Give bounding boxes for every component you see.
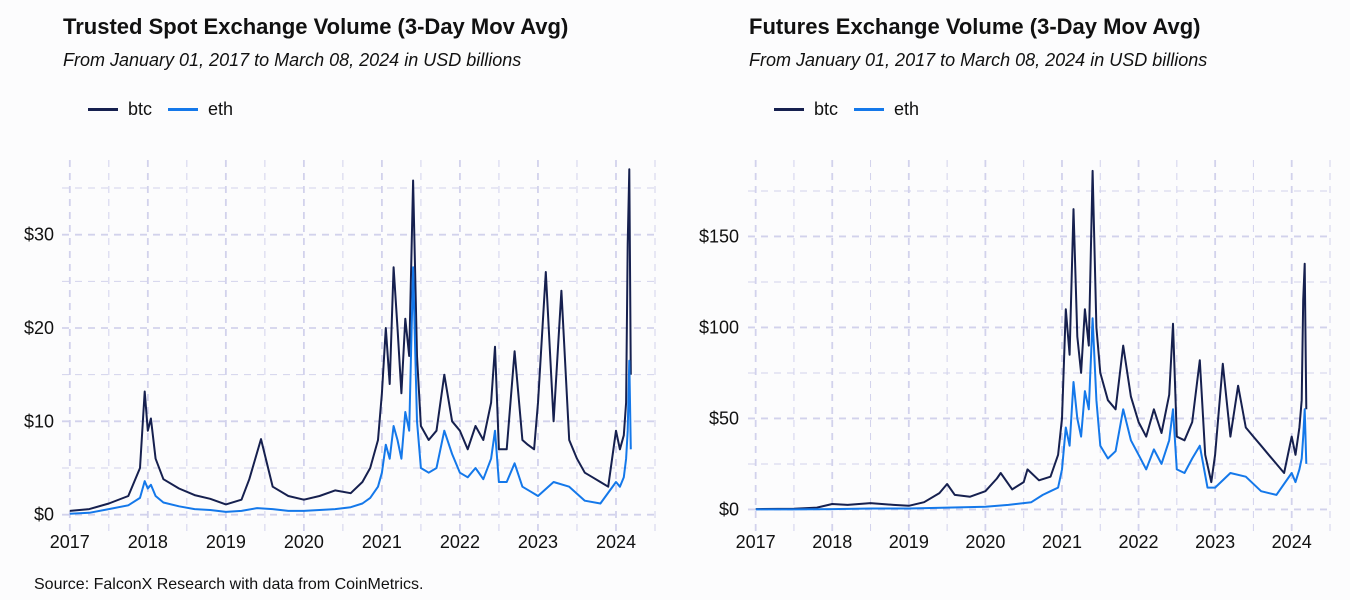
y-tick-label: $0 xyxy=(34,505,54,525)
x-tick-label: 2021 xyxy=(362,532,402,552)
y-tick-label: $0 xyxy=(719,499,739,519)
legend-swatch-btc xyxy=(774,108,804,111)
x-tick-label: 2018 xyxy=(812,532,852,552)
source-note: Source: FalconX Research with data from … xyxy=(34,576,424,593)
y-tick-label: $100 xyxy=(699,317,739,337)
x-tick-label: 2023 xyxy=(1195,532,1235,552)
legend: btc eth xyxy=(774,99,935,120)
y-tick-label: $10 xyxy=(24,411,54,431)
x-tick-label: 2018 xyxy=(128,532,168,552)
x-tick-label: 2017 xyxy=(736,532,776,552)
futures-volume-panel: $0 $50 $100 $150 2017 2018 2019 2020 2021 2022 202… xyxy=(680,0,1350,570)
x-tick-label: 2020 xyxy=(965,532,1005,552)
series-line-eth xyxy=(755,317,1308,511)
x-tick-label: 2021 xyxy=(1042,532,1082,552)
spot-volume-panel: $0 $10 $20 $30 2017 2018 2019 2020 2021 2022 2023 2… xyxy=(0,0,675,570)
futures-volume-plot: $0 $50 $100 $150 2017 2018 2019 2020 2021 2022 202… xyxy=(699,160,1331,552)
y-tick-label: $30 xyxy=(24,225,54,245)
legend-item-btc: btc xyxy=(774,99,838,120)
legend: btc eth xyxy=(88,99,249,120)
y-tick-label: $150 xyxy=(699,226,739,246)
chart-subtitle: From January 01, 2017 to March 08, 2024 … xyxy=(749,50,1208,70)
x-tick-label: 2019 xyxy=(206,532,246,552)
spot-volume-plot: $0 $10 $20 $30 2017 2018 2019 2020 2021 2022 2023 2… xyxy=(24,160,656,552)
x-tick-label: 2019 xyxy=(889,532,929,552)
legend-item-eth: eth xyxy=(168,99,233,120)
x-tick-label: 2024 xyxy=(596,532,636,552)
legend-swatch-eth xyxy=(854,108,885,111)
legend-swatch-btc xyxy=(88,108,118,111)
y-tick-label: $20 xyxy=(24,318,54,338)
legend-label-eth: eth xyxy=(208,99,234,119)
legend-swatch-eth xyxy=(168,108,199,111)
series-line-btc xyxy=(69,168,632,512)
legend-label-btc: btc xyxy=(814,99,839,119)
x-tick-label: 2020 xyxy=(284,532,324,552)
x-tick-label: 2022 xyxy=(440,532,480,552)
chart-title: Futures Exchange Volume (3-Day Mov Avg) xyxy=(749,14,1201,39)
legend-item-eth: eth xyxy=(854,99,919,120)
series-line-btc xyxy=(755,169,1308,511)
chart-title: Trusted Spot Exchange Volume (3-Day Mov … xyxy=(63,14,569,39)
series-line-eth xyxy=(69,266,632,515)
x-tick-label: 2017 xyxy=(50,532,90,552)
legend-item-btc: btc xyxy=(88,99,152,120)
grid xyxy=(62,160,656,536)
y-tick-label: $50 xyxy=(709,408,739,428)
legend-label-eth: eth xyxy=(894,99,920,119)
x-tick-label: 2024 xyxy=(1272,532,1312,552)
legend-label-btc: btc xyxy=(128,99,153,119)
x-tick-label: 2022 xyxy=(1119,532,1159,552)
x-tick-label: 2023 xyxy=(518,532,558,552)
chart-subtitle: From January 01, 2017 to March 08, 2024 … xyxy=(63,50,522,70)
